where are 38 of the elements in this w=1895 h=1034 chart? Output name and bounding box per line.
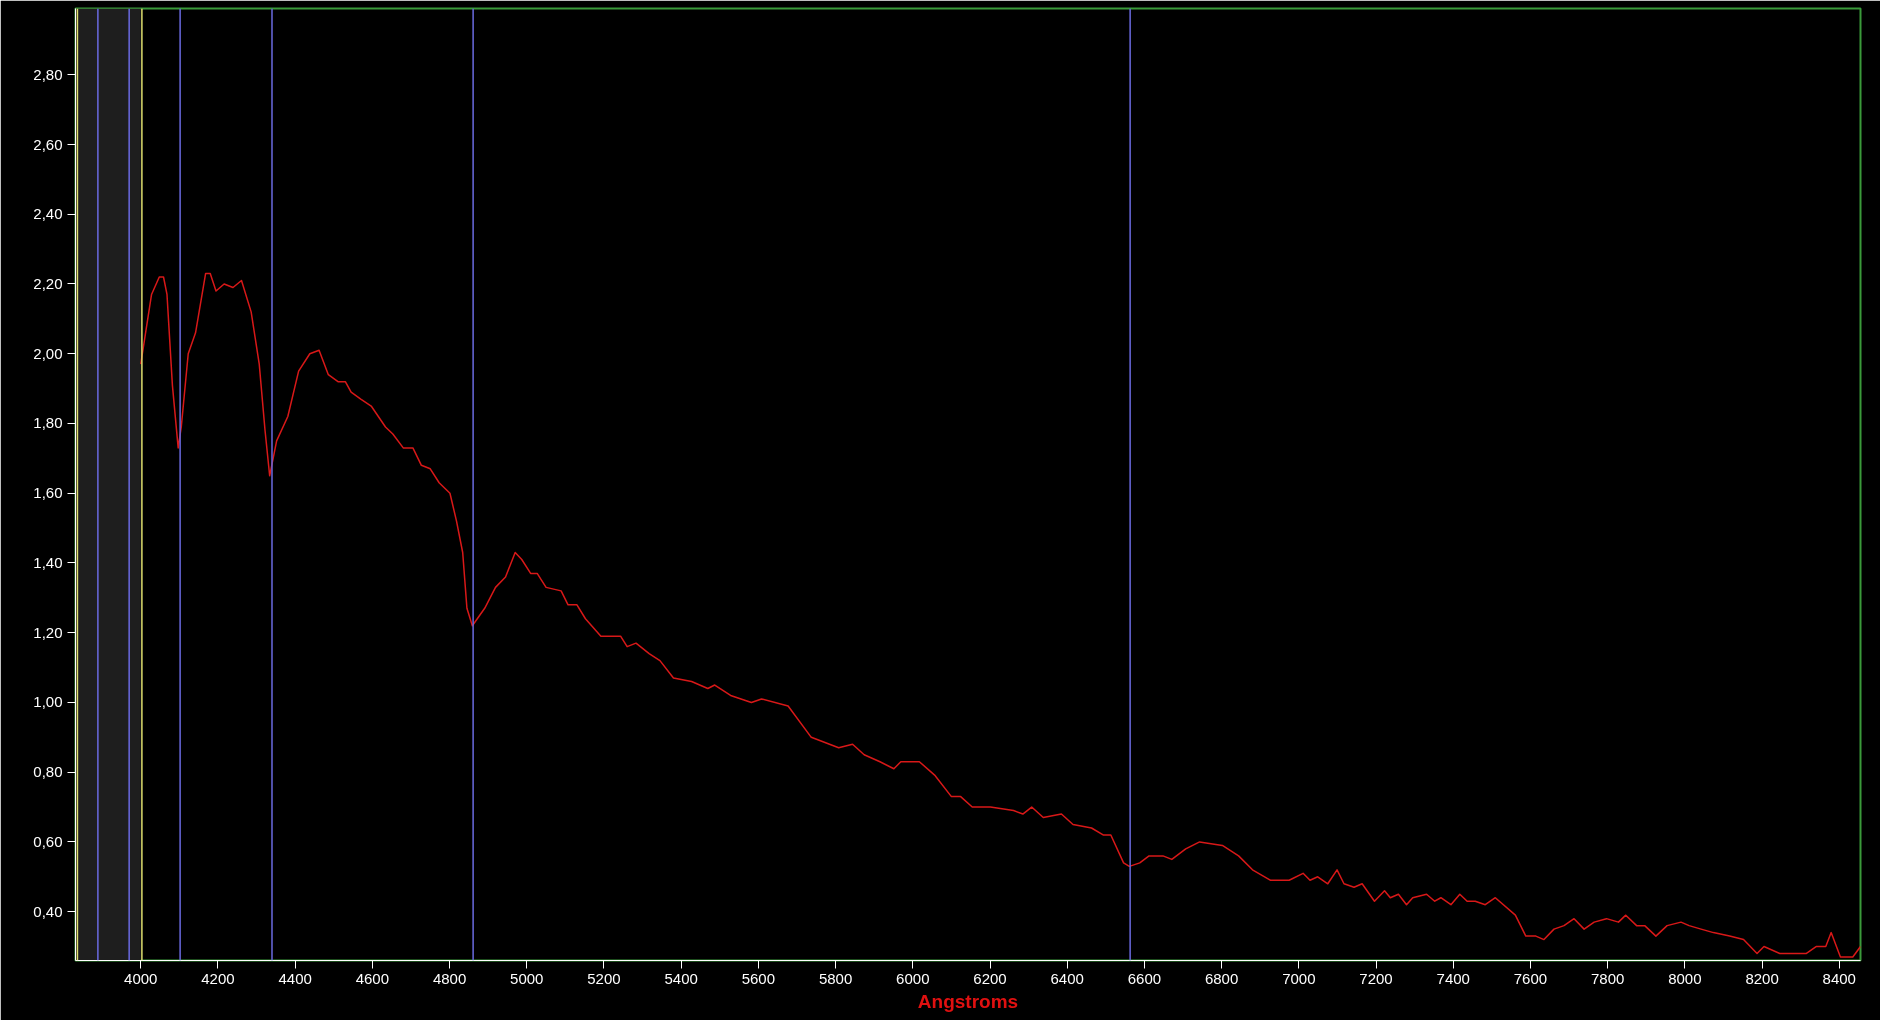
x-tick-label: 5600	[741, 969, 776, 987]
y-tick-label: 2,80	[33, 65, 63, 83]
y-tick-label: 1,00	[33, 693, 63, 711]
y-tick-label: 1,40	[33, 553, 63, 571]
x-tick-label: 4400	[278, 969, 312, 987]
y-tick-label: 2,20	[33, 274, 63, 292]
x-tick-label: 7000	[1282, 969, 1316, 987]
x-tick-label: 5200	[587, 969, 621, 987]
x-tick-label: 7800	[1590, 969, 1625, 987]
x-tick-label: 4200	[201, 969, 235, 987]
x-tick-label: 6400	[1050, 969, 1084, 987]
x-tick-label: 6200	[973, 969, 1007, 987]
x-tick-label: 6800	[1204, 969, 1239, 987]
y-tick-label: 0,40	[33, 902, 63, 920]
x-tick-label: 4600	[355, 969, 390, 987]
y-tick-label: 1,80	[33, 414, 63, 432]
x-tick-label: 7600	[1513, 969, 1548, 987]
x-tick-label: 5400	[664, 969, 698, 987]
x-tick-label: 7200	[1359, 969, 1393, 987]
x-tick-label: 6600	[1127, 969, 1162, 987]
x-tick-label: 4000	[124, 969, 158, 987]
x-tick-label: 4800	[432, 969, 467, 987]
x-tick-label: 5800	[818, 969, 853, 987]
x-tick-label: 7400	[1436, 969, 1470, 987]
line-series	[139, 272, 1861, 958]
y-tick-label: 2,60	[33, 135, 63, 153]
y-tick-label: 0,60	[33, 832, 63, 850]
y-tick-label: 2,40	[33, 205, 63, 223]
x-tick-label: 8400	[1822, 969, 1856, 987]
x-axis-title: Angstroms	[917, 990, 1019, 1012]
y-tick-label: 1,60	[33, 484, 63, 502]
x-tick-label: 6000	[896, 969, 930, 987]
x-tick-label: 8000	[1668, 969, 1702, 987]
y-tick-label: 0,80	[33, 763, 63, 781]
x-tick-label: 8200	[1745, 969, 1779, 987]
y-tick-label: 1,20	[33, 623, 63, 641]
y-tick-label: 2,00	[33, 344, 63, 362]
x-tick-label: 5000	[510, 969, 544, 987]
